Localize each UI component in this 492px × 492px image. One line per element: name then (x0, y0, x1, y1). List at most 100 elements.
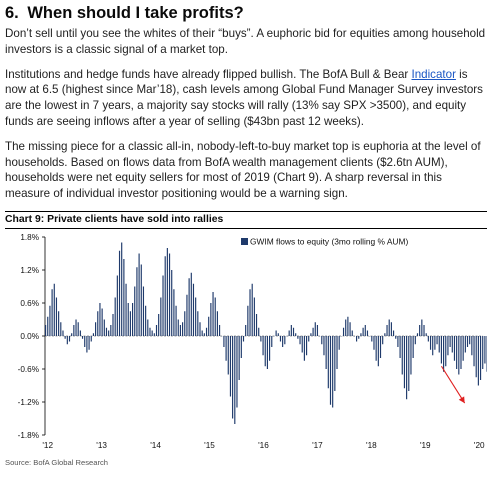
chart-bar (416, 333, 419, 336)
chart-bar (245, 324, 247, 336)
y-tick-label: 0.0% (20, 332, 39, 341)
chart-bar (208, 316, 210, 336)
chart-bar (225, 335, 227, 361)
chart-bar (214, 297, 216, 336)
chart-bar (197, 311, 199, 336)
paragraph-2-lead: Institutions and hedge funds have alread… (5, 67, 412, 81)
chart-bar (332, 335, 334, 408)
chart-bar (129, 311, 131, 336)
chart-bar (453, 335, 456, 361)
chart-bar (168, 253, 171, 336)
chart-bar (323, 335, 325, 356)
chart-bar (456, 335, 458, 369)
chart-bar (390, 322, 392, 336)
chart-bar (134, 286, 136, 336)
bull-bear-indicator-link[interactable]: Indicator (411, 67, 456, 81)
chart-bar (253, 297, 255, 336)
chart-bar (282, 335, 284, 347)
chart-bar (303, 335, 305, 361)
chart-bar (349, 322, 351, 336)
chart-bar (147, 319, 149, 336)
chart-bar (71, 333, 73, 336)
chart-bar (482, 335, 484, 369)
chart-bar (388, 319, 390, 336)
chart-bar (347, 316, 349, 336)
chart-bar (290, 324, 292, 336)
chart-bar (399, 335, 401, 358)
chart-bar (199, 322, 201, 336)
chart-bar (429, 335, 432, 350)
chart-bar (301, 335, 303, 353)
chart-bar (366, 330, 369, 336)
chart-bar (440, 335, 442, 364)
chart-bar (136, 267, 138, 336)
chart-bar (362, 327, 364, 336)
chart-bar (81, 335, 84, 339)
chart-bar (288, 330, 290, 336)
chart-bar (266, 335, 268, 369)
chart-bar (77, 322, 79, 336)
chart-bar (425, 333, 427, 336)
chart-bar (325, 335, 327, 369)
chart-bar (58, 311, 60, 336)
chart-bar (216, 311, 218, 336)
chart-bar (423, 324, 425, 336)
y-tick-label: -1.8% (18, 431, 39, 440)
chart-bar (334, 335, 336, 391)
chart-bar (408, 335, 410, 391)
chart-bar (358, 335, 360, 339)
chart-source: Source: BofA Global Research (5, 457, 108, 467)
chart-bar (151, 330, 153, 336)
chart-bar (477, 335, 479, 386)
chart-bar (218, 324, 221, 336)
chart-bar (466, 335, 469, 347)
chart-bar (97, 311, 99, 336)
chart-bar (175, 305, 177, 336)
chart-bar (419, 324, 421, 336)
x-tick-label: '13 (96, 441, 107, 450)
chart-bar (118, 250, 121, 336)
chart-bar (460, 335, 462, 369)
chart-bar (240, 335, 242, 358)
chart-bar (312, 327, 314, 336)
chart-bar (401, 335, 403, 375)
chart-bar (153, 333, 155, 336)
chart-bar (434, 335, 436, 350)
section-title: When should I take profits? (27, 4, 244, 22)
paragraph-2: Institutions and hedge funds have alread… (5, 67, 487, 130)
chart-bar (103, 319, 105, 336)
legend-label: GWIM flows to equity (3mo rolling % AUM) (250, 236, 408, 246)
chart-bar (110, 324, 112, 336)
chart-bar (284, 335, 286, 345)
y-tick-label: -0.6% (18, 365, 39, 374)
chart-bar (445, 335, 447, 367)
chart-bar (356, 335, 358, 342)
chart-bar (177, 319, 179, 336)
chart-bar (160, 297, 162, 336)
chart-bar (260, 335, 262, 342)
chart-bar (164, 256, 166, 336)
paragraph-3: The missing piece for a classic all-in, … (5, 139, 481, 201)
chart-bar (432, 335, 434, 356)
chart-bar (321, 335, 323, 345)
chart-bar (379, 335, 382, 358)
paragraph-1: Don’t sell until you see the whites of t… (5, 27, 486, 56)
chart-bar (162, 275, 164, 336)
chart-bar (142, 286, 145, 336)
chart-bar (310, 333, 312, 336)
chart-bar (60, 322, 62, 336)
chart-bar (475, 335, 477, 378)
chart-bar (479, 335, 482, 380)
chart-bar (297, 335, 299, 339)
chart-bar (155, 324, 158, 336)
annotation-arrow-head (458, 396, 465, 404)
chart-bar (258, 327, 260, 336)
flows-bar-chart: 1.8% 1.2% 0.6% 0.0% -0.6% -1.2% -1.8%'12 '13 '14… (18, 233, 490, 450)
chart-bar (79, 330, 81, 336)
chart-bar (238, 335, 240, 380)
chart-bar (292, 327, 295, 336)
chart-bar (195, 297, 197, 336)
chart-bar (473, 335, 475, 367)
chart-bar (462, 335, 464, 361)
chart-bar (305, 335, 308, 356)
